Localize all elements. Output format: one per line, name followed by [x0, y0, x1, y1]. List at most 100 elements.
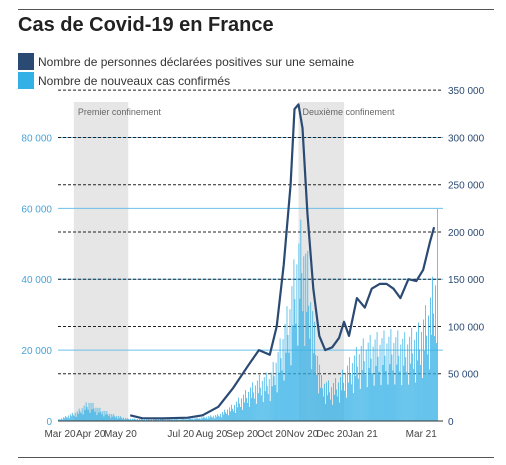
- daily-cases-bar: [244, 402, 245, 421]
- confinement-label-2: Deuxième confinement: [303, 107, 396, 117]
- daily-cases-bar: [291, 286, 293, 421]
- daily-cases-bar: [359, 388, 361, 421]
- daily-cases-bar: [342, 369, 343, 421]
- legend-label-weekly: Nombre de personnes déclarées positives …: [38, 54, 355, 69]
- daily-cases-bar: [98, 412, 100, 421]
- daily-cases-bar: [170, 419, 172, 421]
- daily-cases-bar: [432, 276, 433, 421]
- daily-cases-bar: [373, 385, 375, 421]
- daily-cases-bar: [239, 403, 240, 421]
- daily-cases-bar: [274, 385, 276, 421]
- daily-cases-bar: [389, 364, 391, 421]
- left-tick-label: 60 000: [21, 204, 52, 215]
- legend: Nombre de personnes déclarées positives …: [18, 52, 354, 90]
- daily-cases-bar: [405, 357, 407, 421]
- daily-cases-bar: [84, 410, 86, 421]
- daily-cases-bar: [181, 419, 183, 421]
- daily-cases-bar: [299, 298, 301, 421]
- daily-cases-bar: [348, 357, 350, 421]
- daily-cases-bar: [436, 343, 437, 421]
- daily-cases-bar: [301, 272, 303, 421]
- daily-cases-bar: [250, 397, 252, 421]
- daily-cases-bar: [60, 418, 62, 421]
- daily-cases-bar: [402, 338, 404, 421]
- daily-cases-bar: [387, 384, 389, 421]
- daily-cases-bar: [334, 394, 335, 421]
- legend-swatch-weekly: [18, 53, 34, 70]
- daily-cases-bar: [423, 319, 424, 421]
- daily-cases-bar: [195, 418, 197, 421]
- daily-cases-bar: [74, 412, 76, 421]
- daily-cases-bar: [104, 410, 106, 421]
- daily-cases-bar: [426, 335, 427, 421]
- daily-cases-bar: [331, 387, 332, 421]
- daily-cases-bar: [372, 346, 374, 421]
- daily-cases-bar: [307, 250, 309, 421]
- daily-cases-bar: [183, 419, 185, 421]
- daily-cases-bar: [143, 419, 144, 421]
- x-tick-label: Mar 20: [44, 429, 76, 440]
- daily-cases-bar: [85, 402, 87, 421]
- daily-cases-bar: [277, 352, 279, 421]
- confinement-period-2: [298, 102, 345, 421]
- daily-cases-bar: [199, 417, 201, 421]
- daily-cases-bar: [268, 379, 270, 421]
- daily-cases-bar: [160, 419, 162, 421]
- daily-cases-bar: [321, 374, 323, 421]
- daily-cases-bar: [295, 323, 297, 421]
- daily-cases-bar: [360, 345, 362, 421]
- x-tick-label: Jul 20: [167, 429, 194, 440]
- daily-cases-bar: [399, 371, 401, 421]
- daily-cases-bar: [253, 398, 255, 421]
- daily-cases-bar: [265, 372, 267, 421]
- daily-cases-bar: [346, 365, 348, 421]
- daily-cases-bar: [425, 305, 426, 421]
- daily-cases-bar: [68, 418, 70, 421]
- daily-cases-bar: [380, 385, 382, 421]
- daily-cases-bar: [302, 311, 304, 421]
- daily-cases-bar: [413, 368, 415, 421]
- daily-cases-bar: [139, 418, 140, 421]
- top-rule: [18, 9, 494, 10]
- daily-cases-bar: [148, 419, 149, 421]
- daily-cases-bar: [132, 418, 133, 421]
- daily-cases-bar: [184, 419, 186, 421]
- daily-cases-bar: [136, 419, 137, 421]
- daily-cases-bar: [101, 414, 103, 421]
- daily-cases-bar: [420, 364, 421, 421]
- daily-cases-bar: [247, 402, 248, 421]
- daily-cases-bar: [173, 419, 175, 421]
- daily-cases-bar: [313, 353, 315, 421]
- daily-cases-bar: [230, 411, 231, 421]
- daily-cases-bar: [103, 416, 105, 421]
- daily-cases-bar: [171, 419, 173, 421]
- daily-cases-bar: [64, 415, 66, 421]
- daily-cases-bar: [357, 378, 359, 421]
- daily-cases-bar: [167, 419, 169, 421]
- daily-cases-bar: [304, 345, 306, 421]
- daily-cases-bar: [63, 418, 65, 421]
- daily-cases-bar: [415, 382, 417, 421]
- chart-title: Cas de Covid-19 en France: [18, 14, 274, 36]
- daily-cases-bar: [100, 411, 102, 421]
- daily-cases-bar: [352, 393, 354, 421]
- daily-cases-bar: [108, 416, 110, 421]
- daily-cases-bar: [106, 411, 108, 421]
- daily-cases-bar: [377, 356, 379, 421]
- daily-cases-bar: [110, 417, 112, 421]
- daily-cases-bar: [272, 361, 274, 421]
- daily-cases-bar: [65, 417, 67, 421]
- daily-cases-bar: [175, 418, 177, 421]
- daily-cases-bar: [99, 407, 101, 421]
- daily-cases-bar: [369, 334, 371, 421]
- daily-cases-bar: [392, 370, 394, 421]
- daily-cases-bar: [75, 416, 77, 421]
- daily-cases-bar: [365, 349, 367, 421]
- legend-item-daily: Nombre de nouveaux cas confirmés: [18, 71, 354, 90]
- daily-cases-bar: [395, 337, 397, 421]
- daily-cases-bar: [133, 419, 134, 421]
- daily-cases-bar: [256, 380, 258, 421]
- left-tick-label: 20 000: [21, 346, 52, 357]
- daily-cases-bar: [232, 408, 233, 421]
- daily-cases-bar: [406, 371, 408, 421]
